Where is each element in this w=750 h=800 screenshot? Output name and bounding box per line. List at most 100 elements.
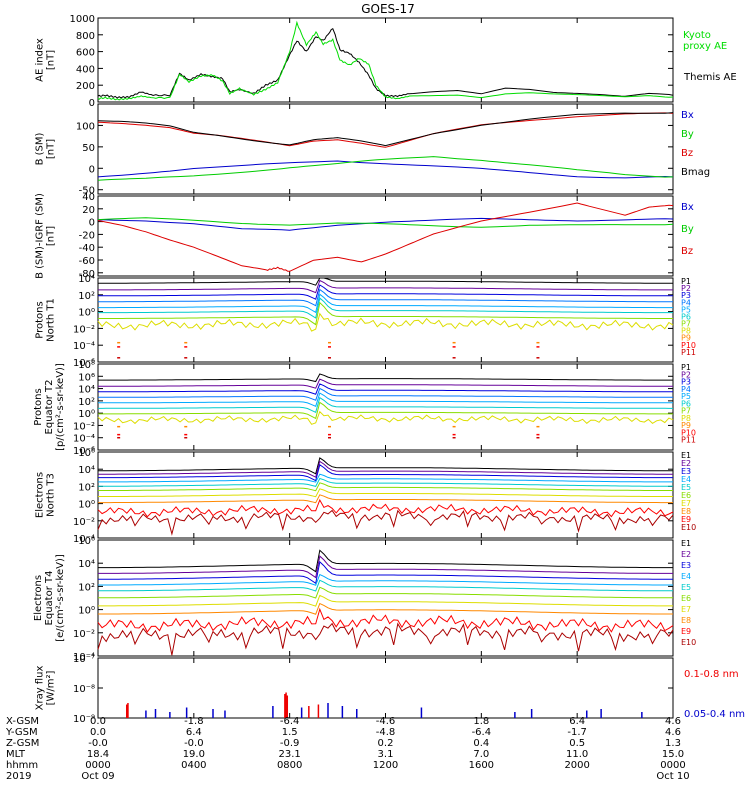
axis-row-value: -6.4 bbox=[472, 727, 492, 738]
flux-line-pe-5 bbox=[98, 396, 673, 414]
flux-line-pe-1 bbox=[98, 378, 673, 389]
legend-entry: P6 bbox=[681, 312, 691, 321]
y-axis-label: North T1 bbox=[46, 298, 57, 342]
legend-entry: E7 bbox=[681, 499, 691, 508]
series-line-bdiff-0 bbox=[97, 217, 674, 231]
legend-entry: P2 bbox=[681, 284, 691, 293]
y-axis-label: Xray flux bbox=[35, 666, 46, 711]
y-axis-label: Electrons bbox=[35, 472, 46, 518]
flux-line-ee-0 bbox=[98, 549, 673, 573]
flux-line-en-6 bbox=[98, 488, 673, 498]
y-axis-label: B (SM) bbox=[35, 132, 46, 165]
y-tick-label: 10⁻² bbox=[73, 324, 95, 335]
axis-row-value: 11.0 bbox=[566, 749, 588, 760]
legend-entry: E1 bbox=[681, 451, 691, 460]
series-line-ae-0 bbox=[97, 27, 674, 99]
axis-row-value: Oct 09 bbox=[81, 771, 114, 782]
y-tick-label: -50 bbox=[79, 186, 95, 197]
legend-entry: E4 bbox=[681, 475, 691, 484]
axis-row-label: hhmm bbox=[6, 760, 38, 771]
panel-frame-en bbox=[97, 451, 674, 539]
legend-entry: E3 bbox=[681, 561, 691, 570]
y-tick-label: 10⁴ bbox=[78, 559, 95, 570]
y-tick-label: 40 bbox=[82, 192, 95, 203]
y-tick-label: -60 bbox=[79, 256, 95, 267]
flux-line-pn-6 bbox=[98, 301, 673, 326]
y-tick-label: 10⁻² bbox=[73, 517, 95, 528]
flux-line-ee-4 bbox=[98, 579, 673, 592]
axis-row-value: 18.4 bbox=[87, 749, 109, 760]
legend-entry: Themis AE bbox=[683, 72, 737, 83]
y-tick-label: 10² bbox=[78, 482, 95, 493]
y-tick-label: 10⁸ bbox=[78, 360, 95, 371]
flux-line-en-1 bbox=[98, 460, 673, 478]
axis-row-value: -6.4 bbox=[280, 716, 300, 727]
legend-entry: E2 bbox=[681, 459, 691, 468]
y-tick-label: 10⁰ bbox=[78, 409, 95, 420]
flux-line-ee-1 bbox=[98, 555, 673, 579]
axis-row-value: 15.0 bbox=[662, 749, 684, 760]
legend-entry: Bz bbox=[681, 246, 693, 257]
series-line-bdiff-2 bbox=[97, 202, 674, 272]
axis-row-value: 0.5 bbox=[569, 738, 585, 749]
y-axis-label: Electrons bbox=[33, 575, 44, 621]
axis-row-value: 0.0 bbox=[90, 716, 106, 727]
flux-line-ee-5 bbox=[98, 586, 673, 599]
legend-entry: E10 bbox=[681, 523, 696, 532]
legend-entry: P9 bbox=[681, 334, 691, 343]
legend-entry: P1 bbox=[681, 363, 691, 372]
flux-line-en-0 bbox=[98, 457, 673, 475]
flux-line-en-2 bbox=[98, 463, 673, 482]
series-line-bsm-1 bbox=[97, 156, 674, 181]
legend-entry: P4 bbox=[681, 385, 691, 394]
y-tick-label: 10² bbox=[78, 291, 95, 302]
axis-row-value: Oct 10 bbox=[656, 771, 689, 782]
y-tick-label: 400 bbox=[76, 64, 95, 75]
axis-row-value: 1.5 bbox=[282, 727, 298, 738]
y-tick-label: 10⁻⁴ bbox=[73, 652, 95, 663]
legend-entry: E5 bbox=[681, 483, 691, 492]
legend-entry: Bx bbox=[681, 202, 694, 213]
y-tick-label: 10⁰ bbox=[78, 308, 95, 319]
y-tick-label: 0 bbox=[89, 218, 95, 229]
y-tick-label: 10⁴ bbox=[78, 465, 95, 476]
y-tick-label: 10⁶ bbox=[78, 372, 95, 383]
legend-entry: Bmag bbox=[681, 167, 710, 178]
legend-entry: P10 bbox=[681, 428, 696, 437]
series-line-bsm-2 bbox=[97, 112, 674, 148]
chart-title: GOES-17 bbox=[361, 2, 415, 16]
legend-entry: P4 bbox=[681, 298, 691, 307]
y-tick-label: 10⁻⁴ bbox=[73, 341, 95, 352]
axis-row-value: 1.8 bbox=[473, 716, 489, 727]
axis-row-value: 2000 bbox=[564, 760, 589, 771]
legend-entry: P7 bbox=[681, 320, 691, 329]
flux-line-pe-2 bbox=[98, 383, 673, 395]
panel-frame-bsm bbox=[97, 103, 674, 195]
y-tick-label: 10⁰ bbox=[78, 500, 95, 511]
flux-line-pn-5 bbox=[98, 297, 673, 319]
y-tick-label: 10⁻⁶ bbox=[73, 446, 95, 457]
axis-row-label: Y-GSM bbox=[5, 727, 38, 738]
axis-row-label: 2019 bbox=[6, 771, 31, 782]
y-tick-label: 10⁻² bbox=[73, 629, 95, 640]
legend-entry: P3 bbox=[681, 291, 691, 300]
axis-row-value: 19.0 bbox=[183, 749, 205, 760]
axis-row-value: 0400 bbox=[181, 760, 206, 771]
y-axis-label: [nT] bbox=[46, 50, 57, 70]
axis-row-value: 23.1 bbox=[279, 749, 301, 760]
y-tick-label: 800 bbox=[76, 31, 95, 42]
legend-entry: P5 bbox=[681, 305, 691, 314]
legend-entry: E5 bbox=[681, 583, 691, 592]
legend-entry: E8 bbox=[681, 507, 691, 516]
legend-entry: P8 bbox=[681, 327, 691, 336]
panel-frame-bdiff bbox=[97, 195, 674, 277]
flux-line-ee-8 bbox=[97, 607, 674, 633]
flux-line-en-3 bbox=[98, 473, 673, 483]
flux-line-pn-1 bbox=[98, 279, 673, 294]
legend-entry: P5 bbox=[681, 392, 691, 401]
legend-entry: P3 bbox=[681, 378, 691, 387]
axis-row-value: 4.6 bbox=[665, 727, 681, 738]
series-line-bsm-0 bbox=[97, 160, 674, 179]
y-tick-label: 10⁻⁹ bbox=[73, 714, 95, 725]
y-axis-label: [nT] bbox=[46, 139, 57, 159]
